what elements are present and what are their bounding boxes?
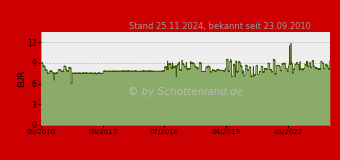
Title: Stand 25.11.2024, bekannt seit 23.09.2010: Stand 25.11.2024, bekannt seit 23.09.201…: [129, 22, 311, 31]
Text: © by Schottenland.de: © by Schottenland.de: [128, 87, 243, 97]
Y-axis label: EUR: EUR: [17, 70, 26, 87]
